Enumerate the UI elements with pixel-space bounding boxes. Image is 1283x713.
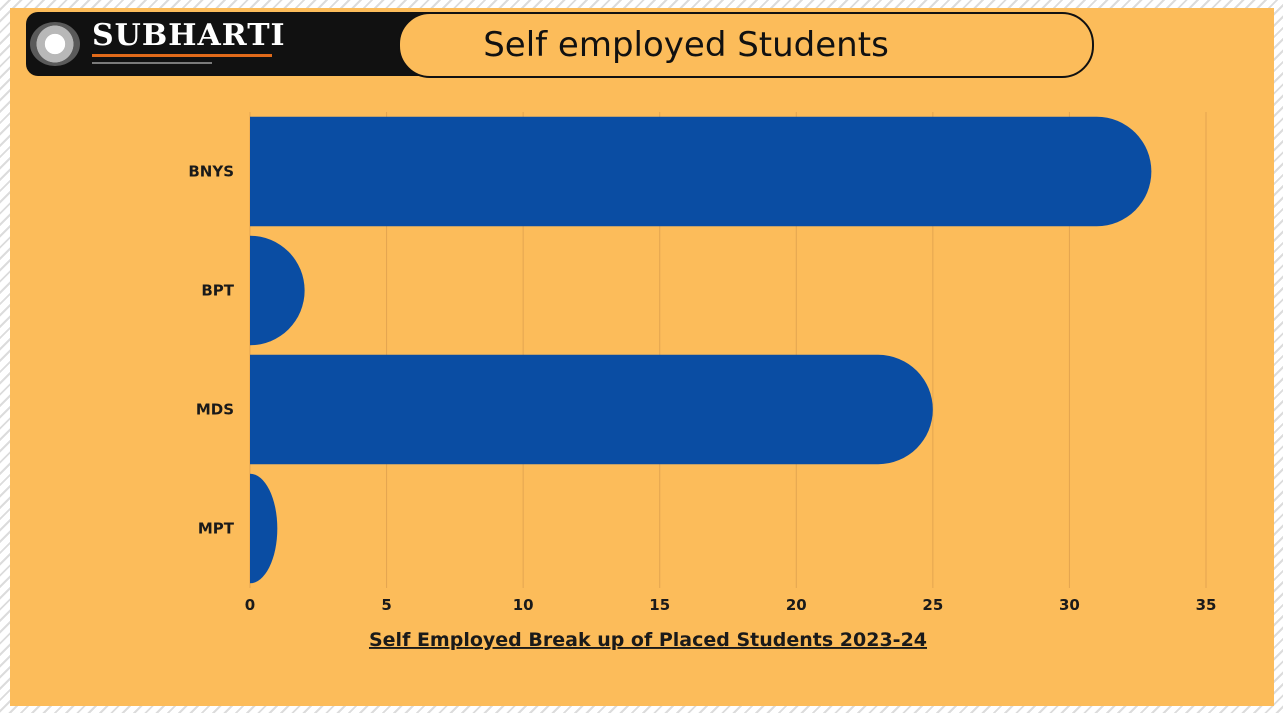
university-logo: SUBHARTI xyxy=(26,12,446,76)
category-label-bpt: BPT xyxy=(201,282,234,300)
category-label-mpt: MPT xyxy=(198,520,235,538)
bar-mpt xyxy=(250,473,278,584)
x-axis-title: Self Employed Break up of Placed Student… xyxy=(369,629,927,651)
title-pill: Self employed Students xyxy=(398,12,1094,78)
x-tick-label: 0 xyxy=(245,596,255,614)
category-label-bnys: BNYS xyxy=(188,163,234,181)
x-tick-label: 35 xyxy=(1196,596,1217,614)
x-tick-label: 25 xyxy=(922,596,943,614)
x-tick-labels: 0 5 10 15 20 25 30 35 xyxy=(245,596,1217,614)
page-title: Self employed Students xyxy=(483,25,889,65)
bar-bnys xyxy=(250,116,1152,227)
x-tick-label: 15 xyxy=(649,596,670,614)
header-banner: SUBHARTI Self employed Students xyxy=(26,12,1094,78)
logo-wordmark: SUBHARTI xyxy=(92,18,286,53)
chart-bars xyxy=(250,116,1152,584)
x-tick-label: 5 xyxy=(381,596,391,614)
university-seal-icon xyxy=(30,22,80,66)
bar-bpt xyxy=(250,235,305,346)
x-tick-label: 30 xyxy=(1059,596,1080,614)
bar-mds xyxy=(250,354,933,465)
x-tick-label: 10 xyxy=(513,596,534,614)
x-tick-label: 20 xyxy=(786,596,807,614)
logo-underline xyxy=(92,54,272,57)
category-label-mds: MDS xyxy=(196,401,234,419)
logo-tagline-line xyxy=(92,62,212,64)
category-labels: BNYS BPT MDS MPT xyxy=(188,163,234,538)
